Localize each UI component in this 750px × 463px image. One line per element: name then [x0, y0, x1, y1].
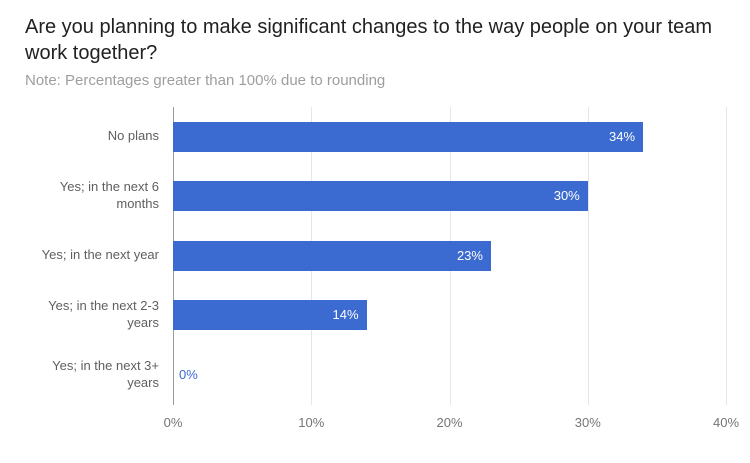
bar-value-label: 30%	[553, 188, 580, 204]
category-label: Yes; in the next year	[41, 247, 159, 263]
x-axis-tick-label: 20%	[436, 414, 463, 430]
chart-row: Yes; in the next 6 months 30%	[25, 166, 726, 226]
category-label: Yes; in the next 3+ years	[52, 358, 159, 390]
chart-note: Note: Percentages greater than 100% due …	[25, 71, 386, 89]
category-label: Yes; in the next 6 months	[59, 179, 159, 212]
chart-rows: No plans 34% Yes; in the next 6 months 30% Y…	[25, 107, 726, 405]
chart-row: Yes; in the next 2-3 years 14%	[25, 286, 726, 346]
x-axis-tick-label: 0%	[163, 414, 183, 430]
gridline	[587, 106, 589, 405]
category-label: No plans	[107, 128, 159, 144]
x-axis-tick-label: 10%	[298, 414, 325, 430]
bar-track: 23%	[173, 240, 726, 271]
chart-row: No plans 34%	[25, 107, 726, 167]
bar	[173, 240, 491, 271]
bar	[173, 181, 588, 212]
bar-value-label: 0%	[179, 366, 198, 382]
bar-track: 30%	[173, 181, 726, 212]
bar-track: 14%	[173, 300, 726, 331]
gridline	[726, 106, 727, 405]
chart-row: Yes; in the next 3+ years 0%	[25, 345, 726, 405]
bar-value-label: 23%	[456, 247, 483, 263]
bar	[173, 121, 644, 152]
chart-title: Are you planning to make significant cha…	[25, 16, 713, 65]
bar-track: 34%	[173, 121, 726, 152]
bar-chart: No plans 34% Yes; in the next 6 months 30% Y…	[25, 106, 739, 437]
bar-value-label: 14%	[332, 307, 359, 323]
chart-row: Yes; in the next year 23%	[25, 226, 726, 286]
x-axis-tick-label: 40%	[712, 414, 740, 430]
bar-value-label: 34%	[609, 128, 636, 144]
page: Are you planning to make significant cha…	[0, 0, 750, 89]
x-axis-tick-label: 30%	[574, 414, 601, 430]
category-label: Yes; in the next 2-3 years	[48, 298, 159, 331]
x-axis: 0% 10% 20% 30% 40%	[164, 405, 739, 437]
bar-track: 0%	[173, 360, 726, 390]
bar	[173, 300, 367, 331]
